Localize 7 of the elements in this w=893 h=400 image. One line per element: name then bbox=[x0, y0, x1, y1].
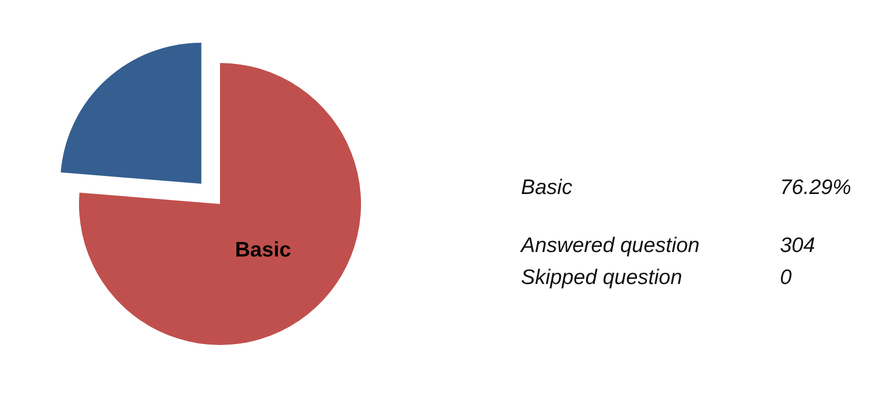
text: 0 bbox=[780, 265, 792, 291]
text: 76.29% bbox=[780, 175, 852, 201]
slice-label: Basic bbox=[234, 238, 292, 262]
text: Answered question bbox=[521, 233, 701, 259]
text: 304 bbox=[780, 233, 816, 259]
text: Basic bbox=[521, 175, 574, 201]
text: Skipped question bbox=[521, 265, 684, 291]
